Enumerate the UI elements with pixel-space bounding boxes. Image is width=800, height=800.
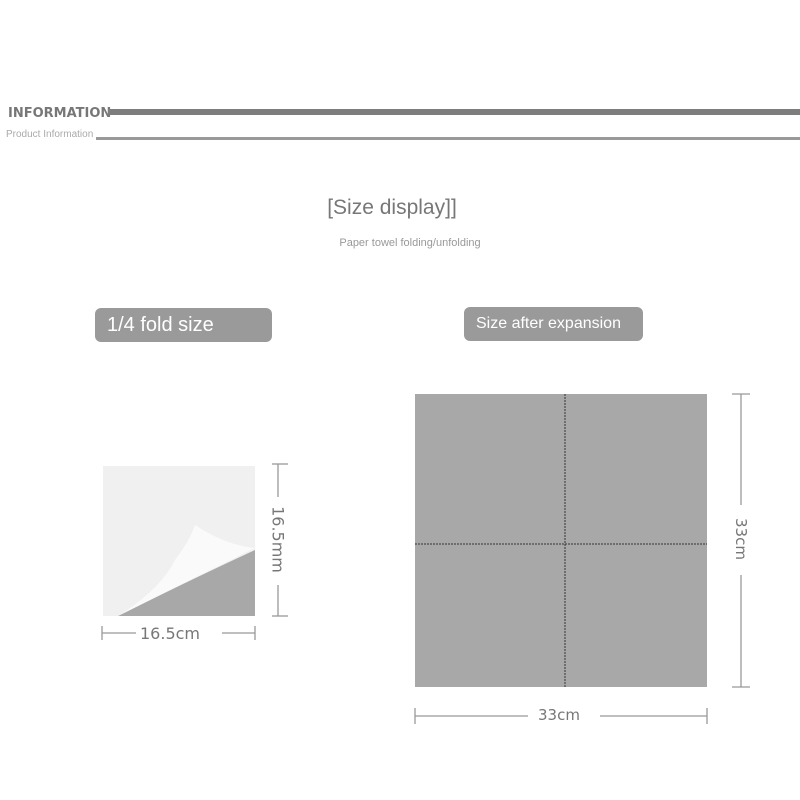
folded-label: 1/4 fold size <box>95 308 272 342</box>
expanded-towel <box>415 394 707 687</box>
divider <box>108 109 800 115</box>
info-heading: INFORMATION <box>8 106 112 121</box>
divider <box>96 137 800 140</box>
folded-height: 16.5mm <box>268 506 288 573</box>
expanded-width: 33cm <box>538 706 580 724</box>
folded-width: 16.5cm <box>140 624 201 643</box>
expanded-height: 33cm <box>732 518 750 560</box>
section-title: [Size display]] <box>327 196 457 219</box>
section-subtitle: Paper towel folding/unfolding <box>339 237 481 249</box>
info-subheading: Product Information <box>6 129 94 140</box>
expanded-label: Size after expansion <box>464 307 643 341</box>
